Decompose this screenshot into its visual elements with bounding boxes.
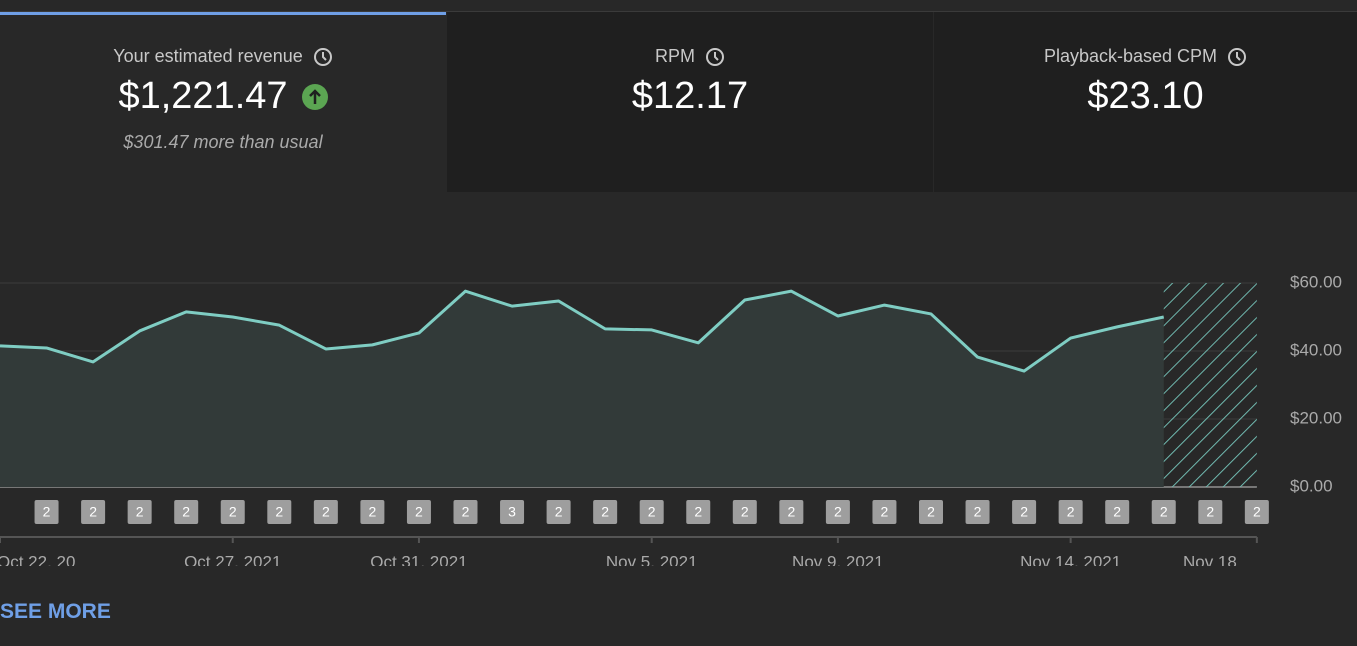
y-tick-label: $40.00 xyxy=(1290,340,1342,359)
projection-hatch xyxy=(1163,283,1257,487)
area xyxy=(0,291,1164,487)
upload-count: 2 xyxy=(601,504,609,520)
upload-badge xyxy=(1244,500,1269,524)
upload-count: 2 xyxy=(229,504,237,520)
upload-badge xyxy=(872,500,897,524)
x-tick-label: Oct 22, 20 xyxy=(0,552,75,568)
upload-badge xyxy=(965,500,990,524)
upload-count: 2 xyxy=(136,504,144,520)
upload-badge xyxy=(220,500,245,524)
upload-count: 2 xyxy=(1253,504,1261,520)
card-value: $23.10 xyxy=(1087,75,1204,117)
upload-badge xyxy=(825,500,850,524)
upload-badge xyxy=(453,500,478,524)
card-value-row: $1,221.47 xyxy=(0,75,446,118)
upload-badge xyxy=(127,500,152,524)
card-title-row: RPM xyxy=(447,46,933,67)
x-labels: Oct 22, 20 Oct 27, 2021 Oct 31, 2021 Nov 5,… xyxy=(0,552,1237,568)
card-title: Playback-based CPM xyxy=(1043,46,1218,66)
clock-icon xyxy=(313,47,332,66)
upload-badge xyxy=(406,500,431,524)
upload-count: 2 xyxy=(927,504,935,520)
card-value: $1,221.47 xyxy=(118,75,288,117)
upload-count: 2 xyxy=(43,504,51,520)
upload-badge xyxy=(546,500,571,524)
card-title: RPM xyxy=(655,46,695,66)
x-tick-label: Nov 14, 2021 xyxy=(1020,552,1121,568)
upload-badge xyxy=(639,500,664,524)
upload-count: 2 xyxy=(648,504,656,520)
upload-count: 2 xyxy=(1160,504,1168,520)
upload-badge xyxy=(686,500,711,524)
upload-badge xyxy=(500,500,525,524)
upload-count: 2 xyxy=(787,504,795,520)
upload-count: 2 xyxy=(322,504,330,520)
upload-count: 2 xyxy=(1020,504,1028,520)
upload-badge xyxy=(1105,500,1130,524)
upload-count: 3 xyxy=(508,504,516,520)
upload-count: 2 xyxy=(275,504,283,520)
upload-badge xyxy=(81,500,106,524)
upload-count: 2 xyxy=(1206,504,1214,520)
x-tick-label: Nov 9, 2021 xyxy=(792,552,884,568)
upload-badge xyxy=(1012,500,1037,524)
upload-badge xyxy=(1058,500,1083,524)
clock-icon xyxy=(1228,47,1247,66)
x-tick-label: Oct 27, 2021 xyxy=(184,552,281,568)
clock-icon xyxy=(706,47,724,66)
metric-card[interactable]: Your estimated revenue $1,221.47 $301.47… xyxy=(0,12,446,192)
upload-count: 2 xyxy=(462,504,470,520)
y-tick-label: $0.00 xyxy=(1290,476,1333,495)
upload-badge xyxy=(732,500,757,524)
upload-badge xyxy=(593,500,618,524)
x-tick-label: Nov 5, 2021 xyxy=(606,552,698,568)
card-title-row: Playback-based CPM xyxy=(934,46,1357,67)
card-value: $12.17 xyxy=(631,75,749,117)
up-icon xyxy=(301,83,328,110)
x-tick-label: Nov 18 xyxy=(1183,552,1237,568)
x-tick-label: Oct 31, 2021 xyxy=(370,552,467,568)
metric-card[interactable]: RPM $12.17 xyxy=(447,12,933,192)
upload-badge xyxy=(174,500,199,524)
line xyxy=(0,289,1165,373)
y-tick-label: $20.00 xyxy=(1290,408,1342,427)
upload-badge xyxy=(1198,500,1223,524)
chart: $0.00 $20.00 $40.00 $60.00 2 2 2 2 2 2 2 2 2 2 3 2 2 2 2 2 2… xyxy=(0,272,1342,568)
upload-count: 2 xyxy=(369,504,377,520)
upload-count: 2 xyxy=(1113,504,1121,520)
upload-count: 2 xyxy=(974,504,982,520)
upload-count: 2 xyxy=(834,504,842,520)
upload-badge xyxy=(360,500,385,524)
see-more-link[interactable]: SEE MORE xyxy=(0,600,111,623)
upload-count: 2 xyxy=(741,504,749,520)
upload-badge xyxy=(34,500,59,524)
card-title-row: Your estimated revenue xyxy=(0,46,446,67)
upload-count: 2 xyxy=(881,504,889,520)
upload-badge xyxy=(779,500,804,524)
upload-count: 2 xyxy=(1067,504,1075,520)
card-note: $301.47 more than usual xyxy=(123,132,323,152)
upload-badge xyxy=(919,500,943,524)
y-tick-label: $60.00 xyxy=(1290,272,1342,291)
upload-count: 2 xyxy=(694,504,702,520)
upload-badge xyxy=(1151,500,1176,524)
divider xyxy=(0,11,1357,12)
card-title: Your estimated revenue xyxy=(113,46,303,66)
upload-count: 2 xyxy=(182,504,190,520)
upload-badge xyxy=(267,500,292,524)
metric-card[interactable]: Playback-based CPM $23.10 xyxy=(934,12,1357,192)
upload-badge xyxy=(313,500,338,524)
upload-count: 2 xyxy=(415,504,423,520)
upload-count: 2 xyxy=(89,504,97,520)
upload-count: 2 xyxy=(555,504,563,520)
